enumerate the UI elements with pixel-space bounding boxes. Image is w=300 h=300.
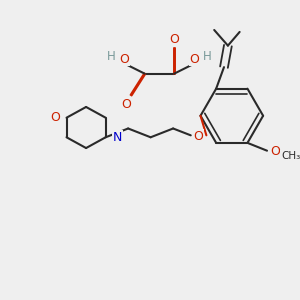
- Text: O: O: [194, 130, 203, 143]
- Text: O: O: [190, 52, 200, 65]
- Text: O: O: [50, 111, 60, 124]
- Text: O: O: [270, 145, 280, 158]
- Text: O: O: [119, 52, 129, 65]
- Text: N: N: [113, 131, 122, 144]
- Text: O: O: [121, 98, 131, 110]
- Text: O: O: [169, 33, 179, 46]
- Text: H: H: [107, 50, 116, 63]
- Text: H: H: [203, 50, 212, 63]
- Text: CH₃: CH₃: [281, 151, 300, 160]
